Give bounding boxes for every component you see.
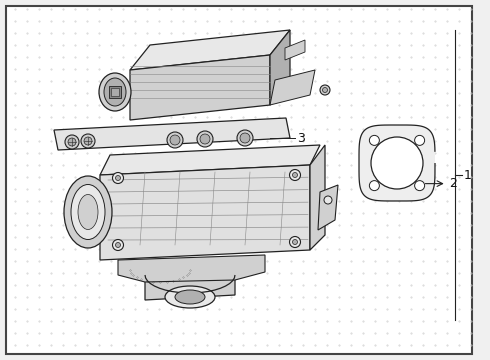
Circle shape: [200, 134, 210, 144]
Polygon shape: [270, 70, 315, 105]
Ellipse shape: [104, 78, 126, 106]
Polygon shape: [100, 145, 320, 175]
Text: 3: 3: [297, 131, 305, 144]
Circle shape: [322, 87, 327, 93]
Circle shape: [116, 176, 121, 180]
Ellipse shape: [71, 185, 105, 239]
Circle shape: [290, 170, 300, 180]
Circle shape: [68, 138, 76, 146]
Circle shape: [415, 181, 425, 191]
Circle shape: [290, 237, 300, 248]
Circle shape: [320, 85, 330, 95]
Circle shape: [65, 135, 79, 149]
Polygon shape: [118, 255, 265, 282]
Polygon shape: [100, 165, 310, 260]
Circle shape: [371, 137, 423, 189]
Ellipse shape: [165, 286, 215, 308]
Polygon shape: [54, 118, 290, 150]
Polygon shape: [310, 145, 325, 250]
Circle shape: [237, 130, 253, 146]
Circle shape: [324, 196, 332, 204]
Polygon shape: [145, 260, 235, 300]
Text: 1: 1: [464, 168, 472, 181]
Bar: [109, 86, 121, 98]
Circle shape: [84, 137, 92, 145]
Circle shape: [113, 172, 123, 184]
Circle shape: [116, 243, 121, 248]
Ellipse shape: [64, 176, 112, 248]
Circle shape: [369, 181, 379, 191]
Polygon shape: [285, 40, 305, 60]
Circle shape: [369, 135, 379, 145]
Polygon shape: [130, 55, 270, 120]
Text: 2: 2: [449, 177, 457, 190]
Circle shape: [240, 133, 250, 143]
Ellipse shape: [78, 194, 98, 230]
Polygon shape: [270, 30, 290, 105]
Polygon shape: [318, 185, 338, 230]
Ellipse shape: [175, 290, 205, 304]
Circle shape: [293, 239, 297, 244]
Circle shape: [81, 134, 95, 148]
Bar: [111, 88, 119, 96]
Polygon shape: [130, 30, 290, 70]
Circle shape: [197, 131, 213, 147]
Circle shape: [293, 172, 297, 177]
Ellipse shape: [99, 73, 131, 111]
Circle shape: [167, 132, 183, 148]
Circle shape: [113, 239, 123, 251]
Circle shape: [415, 135, 425, 145]
Circle shape: [170, 135, 180, 145]
